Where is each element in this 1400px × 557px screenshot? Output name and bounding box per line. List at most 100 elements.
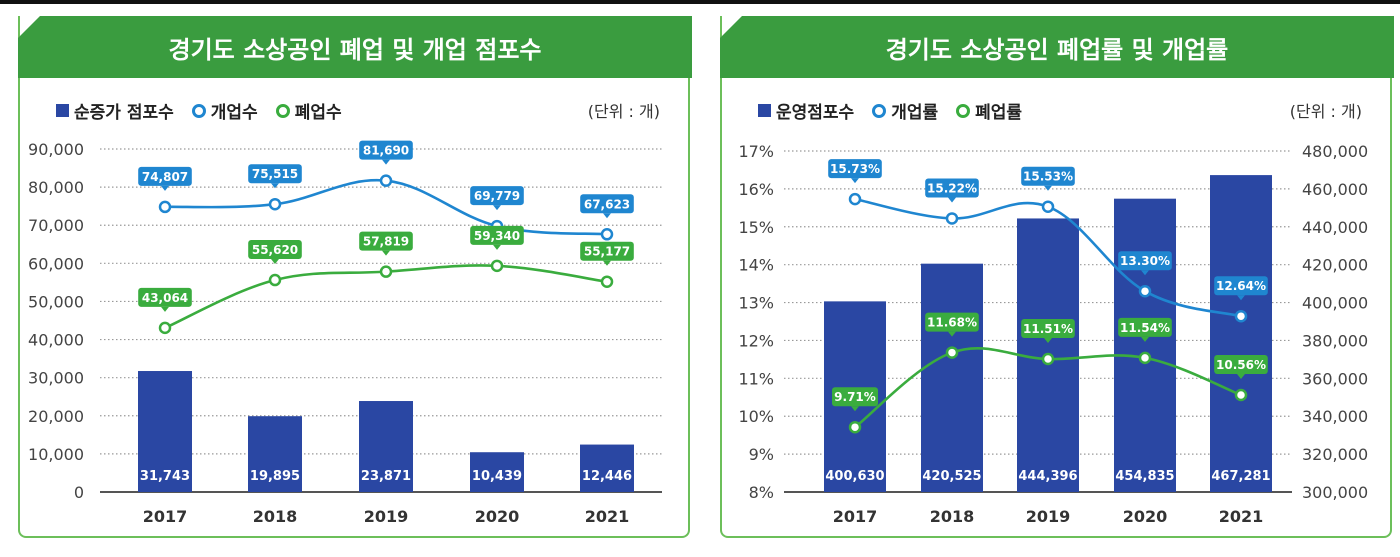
bar [138,371,192,492]
data-label-pointer [493,205,501,211]
bar-value-label: 467,281 [1211,469,1270,484]
data-label-pointer [382,250,390,256]
y-tick-label: 8% [749,483,774,502]
chart-plot: 0 10,000 20,000 30,000 40,000 50,000 60,000 70,… [28,140,662,526]
bar-value-label: 400,630 [825,469,884,484]
data-label-box [832,387,878,407]
y-tick-label: 13% [738,294,774,313]
data-label-box [1021,166,1075,186]
x-tick-label: 2019 [1026,507,1071,526]
data-label-box [359,140,413,160]
data-point [490,259,504,273]
y-tick-label: 9% [749,445,774,464]
data-label: 67,623 [584,197,630,211]
data-label-pointer [1237,295,1245,301]
bar-value-label: 444,396 [1018,469,1077,484]
data-label-box [1214,355,1268,375]
data-label-pointer [948,197,956,203]
data-label-box [828,159,882,179]
data-label-pointer [603,213,611,219]
legend-label: 개업률 [891,103,939,123]
bar-value-label: 420,525 [922,469,981,484]
legend-label: 순증가 점포수 [74,103,174,123]
data-label: 57,819 [363,235,409,249]
legend: 순증가 점포수 개업수 폐업수 [56,98,342,123]
x-tick-label: 2020 [1123,507,1168,526]
data-label: 55,177 [584,245,630,259]
data-label-pointer [948,331,956,337]
data-point [1041,352,1055,366]
data-label: 11.51% [1023,322,1073,336]
data-point [848,192,862,206]
data-label-pointer [271,183,279,189]
y2-tick-label: 320,000 [1302,445,1368,464]
x-tick-label: 2017 [833,507,878,526]
data-label: 69,779 [474,189,520,203]
unit-label: (단위 : 개) [1289,102,1362,121]
x-tick-label: 2018 [253,507,298,526]
x-tick-label: 2020 [475,507,520,526]
data-label: 11.54% [1120,321,1170,335]
data-label-box [925,312,979,332]
data-point [1138,351,1152,365]
data-label-box [925,178,979,198]
y-tick-label: 10,000 [28,445,84,464]
data-label-box [1021,319,1075,339]
data-label-pointer [161,185,169,191]
panel-rates: 경기도 소상공인 폐업률 및 개업률 운영점포수 개업률 폐업률 (단위 : 개… [720,16,1394,538]
data-label: 11.68% [927,316,977,330]
data-label-box [1214,276,1268,296]
legend-item-net-increase: 순증가 점포수 [56,98,174,123]
data-label-box [470,186,524,206]
bar [248,416,302,492]
legend-item-openings: 개업수 [191,98,258,123]
data-label-pointer [1141,336,1149,342]
data-label-box [470,225,524,245]
y2-tick-label: 360,000 [1302,369,1368,388]
data-label-pointer [382,159,390,165]
legend: 운영점포수 개업률 폐업률 [758,98,1022,123]
legend-item-operating-stores: 운영점포수 [758,98,854,123]
circle-marker-icon [956,103,971,118]
data-label-pointer [1237,374,1245,380]
chart-title: 경기도 소상공인 폐업률 및 개업률 [720,16,1394,78]
data-label-box [248,164,302,184]
data-label-box [138,166,192,186]
circle-marker-icon [275,103,290,118]
data-point [268,197,282,211]
legend-item-closure-rate: 폐업률 [956,98,1022,123]
data-label: 75,515 [252,167,298,181]
y-tick-label: 80,000 [28,178,84,197]
bar [921,263,983,492]
y2-tick-label: 400,000 [1302,294,1368,313]
data-label: 15.53% [1023,170,1073,184]
panel-store-counts: 경기도 소상공인 폐업 및 개업 점포수 순증가 점포수 개업수 폐업수 (단위… [18,16,692,538]
y-tick-label: 30,000 [28,369,84,388]
data-label: 74,807 [142,170,188,184]
y-tick-label: 90,000 [28,140,84,159]
data-label-pointer [1044,185,1052,191]
data-label-pointer [851,406,859,412]
chart-plot: 8% 300,000 9% 320,000 10% 340,000 11% 360,000 12… [738,142,1368,526]
data-point [158,200,172,214]
data-label: 81,690 [363,144,409,158]
data-point [945,212,959,225]
data-point [379,174,393,187]
y-tick-label: 10% [738,407,774,426]
y2-tick-label: 340,000 [1302,407,1368,426]
data-point [600,228,614,241]
bar-value-label: 31,743 [140,469,190,484]
data-label-box [580,194,634,214]
data-point [1234,309,1248,323]
y2-tick-label: 300,000 [1302,483,1368,502]
data-point [1234,388,1248,402]
data-label-pointer [603,260,611,266]
bar-value-label: 23,871 [361,469,411,484]
bar-swatch-icon [758,104,771,117]
data-point [1041,200,1055,213]
x-tick-label: 2021 [585,507,630,526]
data-label: 12.64% [1216,279,1266,293]
data-label-box [248,240,302,260]
data-label: 9.71% [834,390,876,404]
data-point [1138,284,1152,298]
